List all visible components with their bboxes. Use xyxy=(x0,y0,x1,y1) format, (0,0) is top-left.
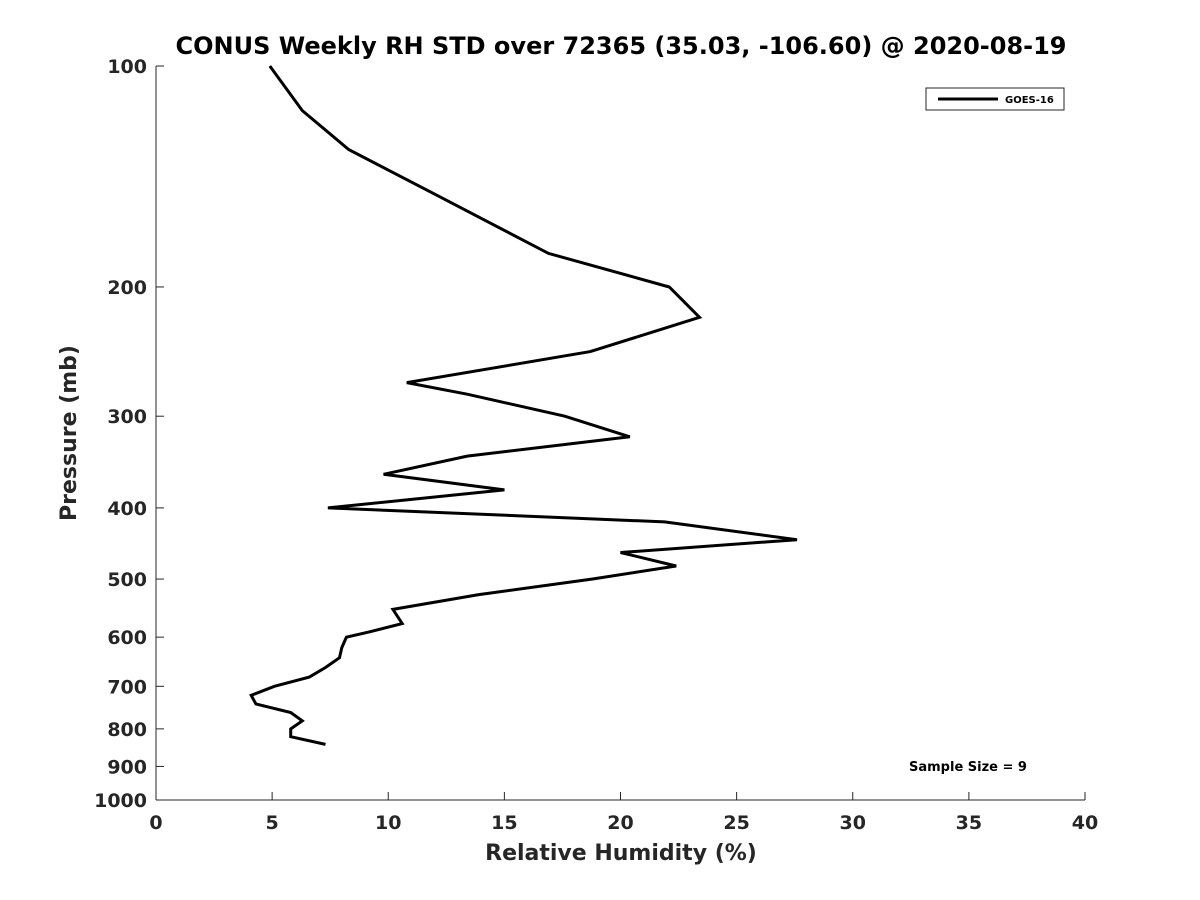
x-tick-label: 20 xyxy=(607,812,633,834)
x-axis-label: Relative Humidity (%) xyxy=(485,841,757,866)
y-tick-label: 900 xyxy=(107,756,147,778)
y-axis: 100 200 300 400 500 600 700 800 900 1000 xyxy=(94,56,164,812)
y-tick-label: 600 xyxy=(107,627,147,649)
y-tick-label: 400 xyxy=(107,498,147,520)
y-tick-label: 1000 xyxy=(94,790,147,812)
y-axis-label: Pressure (mb) xyxy=(57,345,82,521)
legend: GOES-16 xyxy=(925,87,1065,111)
y-tick-label: 500 xyxy=(107,569,147,591)
series-line-goes-16 xyxy=(249,65,798,746)
chart-title: CONUS Weekly RH STD over 72365 (35.03, -… xyxy=(175,32,1066,60)
y-tick-label: 100 xyxy=(107,56,147,78)
x-tick-label: 30 xyxy=(840,812,866,834)
x-tick-label: 0 xyxy=(149,812,162,834)
x-tick-label: 5 xyxy=(266,812,279,834)
x-tick-label: 15 xyxy=(491,812,517,834)
sample-size-annotation: Sample Size = 9 xyxy=(909,760,1027,775)
x-tick-label: 40 xyxy=(1072,812,1098,834)
legend-label-goes-16: GOES-16 xyxy=(1005,95,1054,106)
x-tick-label: 25 xyxy=(723,812,749,834)
x-tick-label: 35 xyxy=(956,812,982,834)
y-tick-label: 300 xyxy=(107,406,147,428)
x-axis: 0 5 10 15 20 25 30 35 40 xyxy=(149,792,1098,834)
series-group xyxy=(249,65,798,746)
y-tick-label: 200 xyxy=(107,277,147,299)
y-tick-label: 700 xyxy=(107,676,147,698)
x-tick-label: 10 xyxy=(375,812,401,834)
y-tick-label: 800 xyxy=(107,719,147,741)
